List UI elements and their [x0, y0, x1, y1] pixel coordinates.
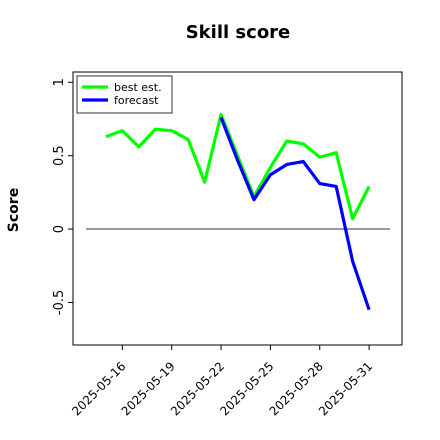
plot-frame — [72, 71, 403, 346]
y-tick-label: 0.5 — [52, 145, 67, 166]
legend-box — [76, 75, 173, 114]
y-tick-label: 1 — [52, 78, 67, 86]
legend-label: best est. — [114, 81, 162, 94]
y-tick-label: -0.5 — [52, 290, 67, 315]
chart-title: Skill score — [186, 22, 291, 43]
x-tick-label: 2025-05-31 — [316, 359, 375, 418]
y-axis-label: Score — [6, 188, 22, 232]
series-line — [219, 116, 371, 311]
legend-label: forecast — [114, 94, 159, 107]
series-line — [105, 112, 371, 221]
y-tick-label: 0 — [52, 225, 67, 233]
